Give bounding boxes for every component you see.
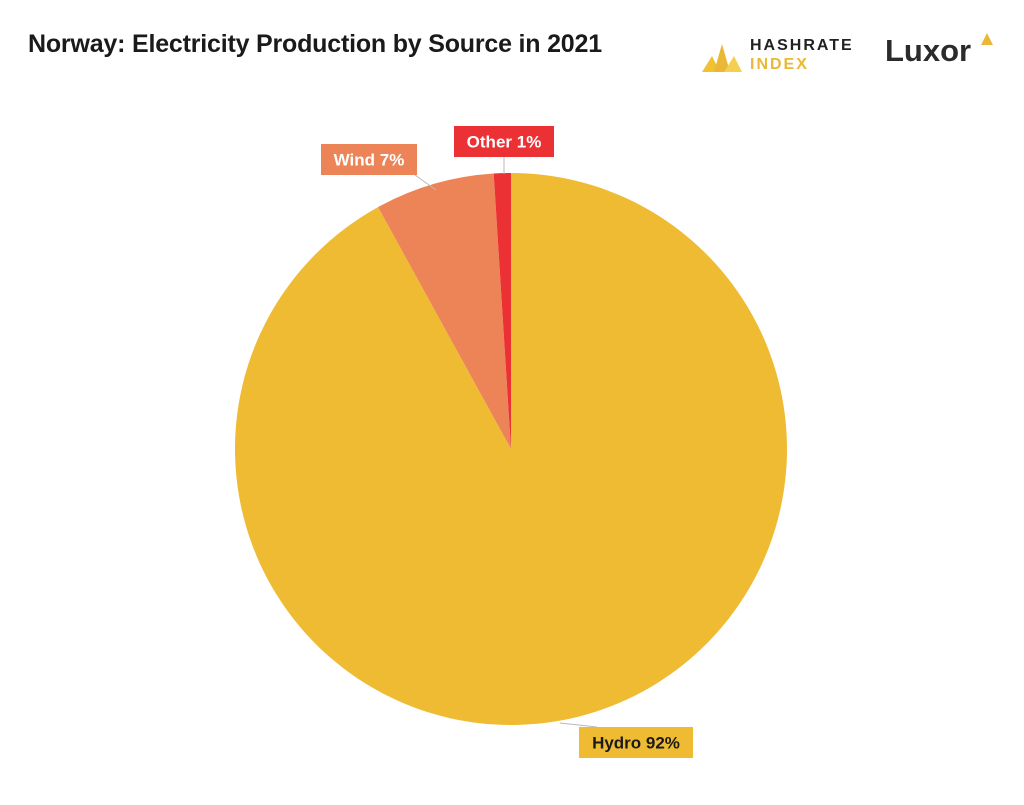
leader-line-hydro [559, 722, 598, 728]
index-wordmark: INDEX [750, 56, 809, 73]
data-label-box-wind [321, 144, 417, 175]
pie-slice-hydro [235, 173, 787, 726]
data-label-wind: Wind 7% [334, 151, 405, 170]
pie-slice-wind [378, 173, 511, 449]
data-label-hydro: Hydro 92% [592, 734, 680, 753]
pie-slice-other [493, 173, 511, 449]
chart-title: Norway: Electricity Production by Source… [28, 30, 602, 58]
data-label-box-other [454, 126, 554, 157]
luxor-wordmark: Luxor [885, 33, 972, 68]
hashrate-index-logo-icon [702, 44, 742, 72]
hashrate-index-logo: HASHRATE INDEX [700, 36, 852, 78]
luxor-logo: Luxor [885, 33, 997, 77]
hashrate-wordmark: HASHRATE [750, 37, 854, 54]
luxor-logo-icon [981, 33, 993, 45]
data-label-box-hydro [579, 727, 693, 758]
leader-line-wind [414, 174, 437, 191]
data-label-other: Other 1% [467, 133, 542, 152]
